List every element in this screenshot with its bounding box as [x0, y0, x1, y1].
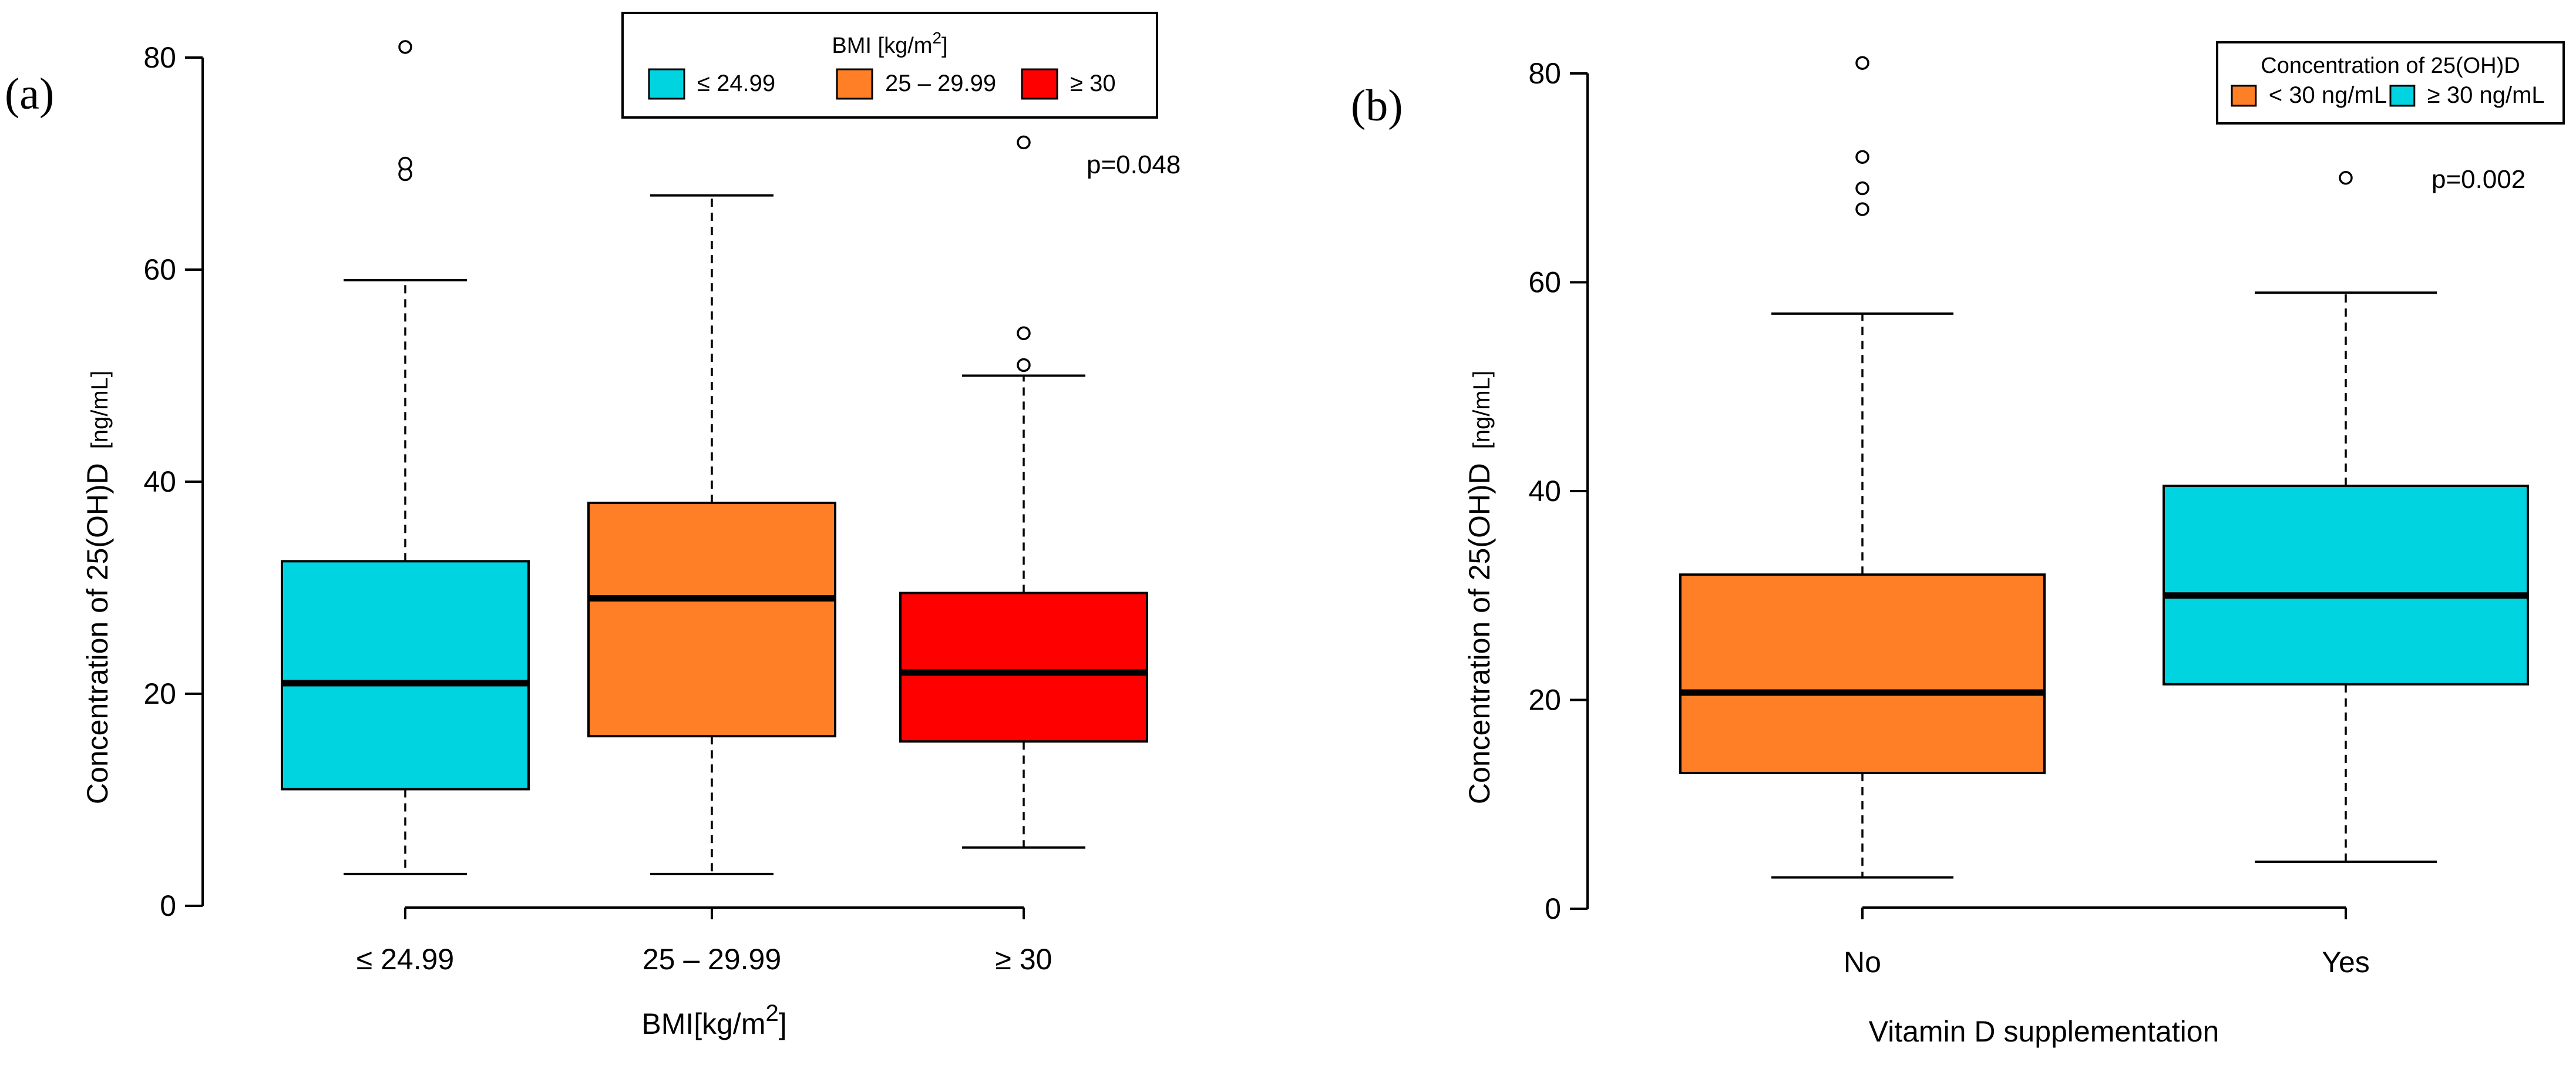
panel-b-legend-label: < 30 ng/mL [2269, 82, 2387, 108]
panel-b-y-axis: 0 20 40 60 80 [1528, 57, 1589, 925]
panel-b-box-group [2163, 171, 2529, 864]
panel-a-legend-label: ≤ 24.99 [697, 70, 775, 96]
panel-b-outlier-point [1855, 56, 1869, 70]
panel-a-x-axis-title-main: BMI[kg/m [641, 1007, 765, 1040]
panel-b-outlier-point [2339, 171, 2353, 185]
panel-b-boxes [1679, 56, 2529, 879]
panel-b-box [1679, 573, 2046, 774]
panel-a-box-group [899, 135, 1148, 849]
panel-a-legend-swatch [648, 68, 685, 100]
panel-a-x-tick-label: ≤ 24.99 [357, 943, 454, 976]
panel-a-x-axis-title-end: ] [779, 1007, 787, 1040]
panel-a-box-group [587, 194, 836, 875]
panel-b-x-tick-label: Yes [2322, 946, 2370, 979]
panel-a-y-axis-title-unit: [ng/mL] [87, 371, 113, 449]
panel-a-boxes [281, 40, 1148, 875]
panel-b-y-tick-label: 0 [1545, 892, 1561, 925]
panel-b-letter: (b) [1351, 81, 1403, 130]
panel-b-outlier-point [1855, 181, 1869, 196]
panel-b-legend-title: Concentration of 25(OH)D [2261, 53, 2520, 78]
panel-b-y-axis-title-unit: [ng/mL] [1469, 371, 1495, 449]
panel-b-y-tick-label: 80 [1528, 57, 1561, 90]
panel-a-y-tick-label: 80 [143, 41, 176, 74]
panel-a-x-tick-label: 25 – 29.99 [643, 943, 781, 976]
panel-a-legend-label: ≥ 30 [1070, 70, 1116, 96]
panel-a-y-axis-title: Concentration of 25(OH)D [ng/mL] [81, 371, 114, 804]
panel-b-legend: Concentration of 25(OH)D < 30 ng/mL ≥ 30 … [2216, 41, 2565, 125]
panel-a-box [899, 592, 1148, 743]
panel-a-outlier-point [398, 40, 412, 54]
panel-b-legend-entries: < 30 ng/mL ≥ 30 ng/mL [2231, 82, 2545, 108]
panel-a-legend-title-sup: 2 [932, 29, 941, 47]
panel-a-legend-swatch [1021, 68, 1058, 100]
panel-a-y-tick-label: 60 [143, 253, 176, 286]
panel-b-box-group [1679, 56, 2046, 879]
panel-b-legend-swatch [2231, 85, 2257, 107]
panel-a-legend-title: BMI [kg/m2] [832, 29, 947, 58]
panel-b-x-axis-title: Vitamin D supplementation [1869, 1015, 2219, 1048]
panel-b-legend-frame [2216, 41, 2565, 125]
panel-a: (a) Concentration of 25(OH)D [ng/mL] 020… [5, 12, 1181, 1040]
panel-a-box [587, 502, 836, 738]
panel-b: (b) Concentration of 25(OH)D [ng/mL] 0 20… [1351, 41, 2565, 1048]
panel-a-outlier-point [1017, 135, 1031, 150]
panel-a-outlier-point [398, 156, 412, 171]
panel-b-x-tick-label: No [1844, 946, 1881, 979]
panel-a-box-group [281, 40, 530, 875]
panel-b-legend-swatch [2389, 85, 2416, 107]
panel-b-y-tick-label: 60 [1528, 266, 1561, 299]
panel-a-x-axis-title-sup: 2 [765, 1000, 778, 1026]
panel-a-legend-title-main: BMI [kg/m [832, 33, 932, 58]
panel-a-outlier-point [1017, 358, 1031, 372]
panel-a-legend-label: 25 – 29.99 [885, 70, 996, 96]
panel-a-legend: BMI [kg/m2] ≤ 24.99 25 – 29.99 ≥ 30 [621, 12, 1158, 119]
panel-a-x-axis: ≤ 24.99 25 – 29.99 ≥ 30 [357, 906, 1052, 976]
panel-b-p-value: p=0.002 [2432, 165, 2525, 194]
panel-a-letter: (a) [5, 69, 54, 119]
panel-a-legend-entries: ≤ 24.99 25 – 29.99 ≥ 30 [648, 68, 1116, 100]
panel-b-y-tick-label: 40 [1528, 475, 1561, 508]
panel-a-legend-swatch [836, 68, 873, 100]
panel-a-y-axis-title-main: Concentration of 25(OH)D [81, 463, 114, 804]
panel-b-x-axis: No Yes [1844, 906, 2370, 979]
panel-a-box [281, 560, 530, 791]
panel-b-y-axis-title: Concentration of 25(OH)D [ng/mL] [1463, 371, 1496, 804]
panel-b-legend-label: ≥ 30 ng/mL [2427, 82, 2545, 108]
panel-a-y-tick-label: 20 [143, 677, 176, 710]
panel-b-y-axis-title-main: Concentration of 25(OH)D [1463, 463, 1496, 804]
panel-b-outlier-point [1855, 150, 1869, 164]
panel-a-legend-frame [621, 12, 1158, 119]
panel-b-outlier-point [1855, 202, 1869, 216]
panel-b-y-tick-label: 20 [1528, 684, 1561, 717]
panel-a-legend-title-end: ] [941, 33, 948, 58]
panel-a-y-tick-label: 0 [160, 889, 176, 922]
panel-b-box [2163, 485, 2529, 686]
panel-a-y-axis: 0 20 40 60 80 [143, 41, 204, 922]
panel-a-outlier-point [1017, 326, 1031, 341]
panel-a-x-axis-title: BMI[kg/m2] [641, 1000, 786, 1040]
panel-a-p-value: p=0.048 [1087, 150, 1181, 179]
panel-a-y-tick-label: 40 [143, 465, 176, 498]
panel-a-x-tick-label: ≥ 30 [996, 943, 1052, 976]
